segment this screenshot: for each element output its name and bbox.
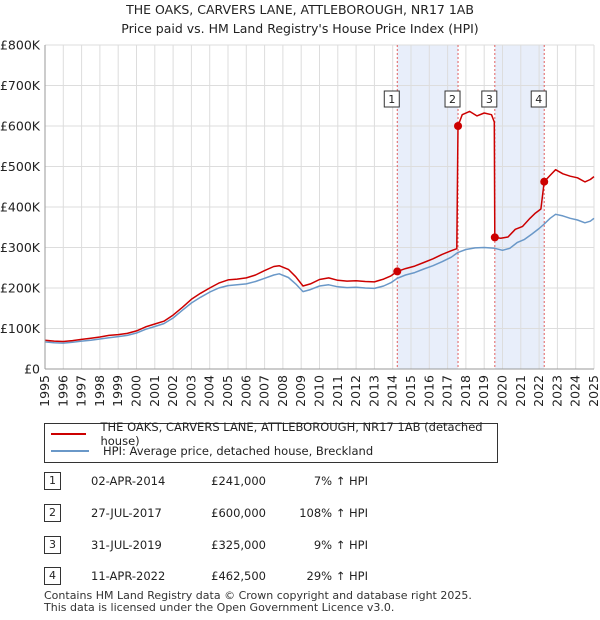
sale-date: 27-JUL-2017 bbox=[91, 506, 162, 520]
x-tick-label: 2018 bbox=[458, 375, 473, 407]
legend-label-hpi: HPI: Average price, detached house, Brec… bbox=[103, 444, 374, 458]
x-tick-label: 2019 bbox=[476, 375, 491, 407]
footer: Contains HM Land Registry data © Crown c… bbox=[44, 590, 472, 614]
x-tick-label: 2024 bbox=[568, 375, 583, 407]
x-tick-label: 2016 bbox=[421, 375, 436, 407]
x-tick-label: 2008 bbox=[275, 375, 290, 407]
y-tick-label: £700K bbox=[0, 78, 41, 93]
sale-hpi-change: 29% ↑ HPI bbox=[306, 569, 368, 583]
sale-point bbox=[540, 177, 549, 186]
y-tick-label: £0 bbox=[24, 362, 40, 377]
sale-row: 1 02-APR-2014 £241,000 7% ↑ HPI bbox=[44, 472, 544, 492]
x-tick-label: 2013 bbox=[366, 375, 381, 407]
x-tick-label: 2006 bbox=[238, 375, 253, 407]
x-tick-label: 2022 bbox=[531, 375, 546, 407]
sale-point bbox=[454, 122, 463, 130]
x-tick-label: 2011 bbox=[330, 375, 345, 407]
sale-date: 02-APR-2014 bbox=[91, 474, 166, 488]
sale-number: 4 bbox=[44, 567, 61, 585]
sale-label: 3 bbox=[486, 93, 493, 106]
x-tick-label: 1998 bbox=[92, 375, 107, 407]
property-price-line bbox=[44, 110, 595, 343]
sale-date: 31-JUL-2019 bbox=[91, 538, 162, 552]
price-chart: £0 £100K £200K £300K £400K £500K £600K £700K £80… bbox=[0, 38, 600, 407]
x-tick-label: 2009 bbox=[293, 375, 308, 407]
x-tick-label: 2023 bbox=[549, 375, 564, 407]
x-tick-label: 2002 bbox=[165, 375, 180, 407]
y-tick-label: £600K bbox=[0, 119, 41, 134]
x-tick-label: 2012 bbox=[348, 375, 363, 407]
x-tick-label: 1996 bbox=[55, 375, 70, 407]
sale-label-box bbox=[530, 90, 547, 108]
y-tick-label: £100K bbox=[0, 321, 41, 336]
sale-label: 2 bbox=[449, 93, 456, 106]
sale-point bbox=[393, 267, 402, 276]
sale-hpi-change: 9% ↑ HPI bbox=[313, 538, 368, 552]
x-tick-label: 2007 bbox=[257, 375, 272, 407]
x-tick-label: 2025 bbox=[586, 375, 600, 407]
legend-swatch-property bbox=[51, 433, 87, 435]
legend-item-hpi: HPI: Average price, detached house, Brec… bbox=[51, 443, 373, 459]
footer-copyright: Contains HM Land Registry data © Crown c… bbox=[44, 589, 472, 602]
x-tick-label: 2000 bbox=[129, 375, 144, 407]
x-tick-label: 1999 bbox=[110, 375, 125, 407]
sale-price: £241,000 bbox=[211, 474, 266, 488]
x-tick-label: 2020 bbox=[495, 375, 510, 407]
x-tick-label: 1997 bbox=[74, 375, 89, 407]
sale-label-box bbox=[444, 90, 461, 108]
sale-label: 1 bbox=[388, 93, 395, 106]
sale-price: £462,500 bbox=[211, 569, 266, 583]
legend-swatch-hpi bbox=[51, 450, 89, 452]
sale-label-box bbox=[383, 90, 400, 108]
x-tick-label: 1995 bbox=[37, 375, 52, 407]
y-tick-label: £800K bbox=[0, 38, 41, 53]
sale-price: £325,000 bbox=[211, 538, 266, 552]
legend-label-property: THE OAKS, CARVERS LANE, ATTLEBOROUGH, NR… bbox=[100, 420, 483, 448]
x-tick-label: 2010 bbox=[312, 375, 327, 407]
x-tick-label: 2005 bbox=[220, 375, 235, 407]
sale-point bbox=[490, 233, 499, 242]
sale-row: 2 27-JUL-2017 £600,000 108% ↑ HPI bbox=[44, 504, 544, 524]
y-tick-label: £200K bbox=[0, 281, 41, 296]
x-tick-label: 2017 bbox=[440, 375, 455, 407]
sale-row: 4 11-APR-2022 £462,500 29% ↑ HPI bbox=[44, 567, 544, 587]
sale-hpi-change: 7% ↑ HPI bbox=[313, 474, 368, 488]
x-tick-label: 2003 bbox=[183, 375, 198, 407]
footer-licence: This data is licensed under the Open Gov… bbox=[44, 601, 395, 614]
sale-number: 3 bbox=[44, 536, 61, 554]
x-tick-label: 2021 bbox=[513, 375, 528, 407]
sale-label: 4 bbox=[535, 93, 542, 106]
sale-number: 1 bbox=[44, 472, 61, 490]
y-tick-label: £500K bbox=[0, 159, 41, 174]
sale-label-box bbox=[481, 90, 498, 108]
legend-item-property: THE OAKS, CARVERS LANE, ATTLEBOROUGH, NR… bbox=[51, 420, 497, 448]
sale-hpi-change: 108% ↑ HPI bbox=[299, 506, 368, 520]
sale-price: £600,000 bbox=[211, 506, 266, 520]
x-tick-label: 2004 bbox=[202, 375, 217, 407]
x-tick-label: 2014 bbox=[385, 375, 400, 407]
sale-number: 2 bbox=[44, 504, 61, 522]
hpi-line bbox=[44, 213, 595, 344]
legend: THE OAKS, CARVERS LANE, ATTLEBOROUGH, NR… bbox=[44, 420, 498, 463]
y-tick-label: £400K bbox=[0, 200, 41, 215]
x-tick-label: 2015 bbox=[403, 375, 418, 407]
y-tick-label: £300K bbox=[0, 240, 41, 255]
x-tick-label: 2001 bbox=[147, 375, 162, 407]
sale-row: 3 31-JUL-2019 £325,000 9% ↑ HPI bbox=[44, 536, 544, 556]
chart-subtitle: Price paid vs. HM Land Registry's House … bbox=[121, 21, 479, 36]
sale-date: 11-APR-2022 bbox=[91, 569, 166, 583]
chart-title: THE OAKS, CARVERS LANE, ATTLEBOROUGH, NR… bbox=[126, 2, 474, 17]
